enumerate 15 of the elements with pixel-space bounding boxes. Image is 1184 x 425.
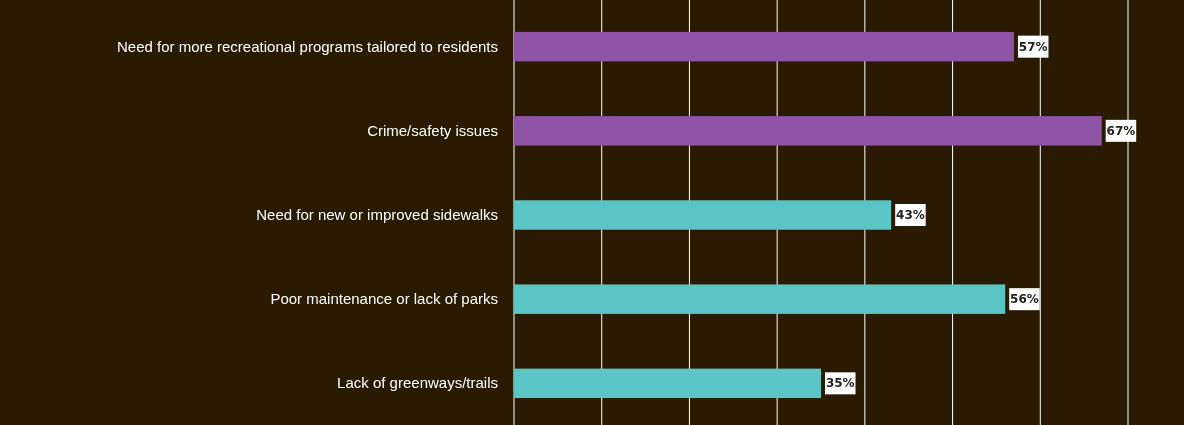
data-label: 57% — [1018, 39, 1048, 54]
data-label: 67% — [1106, 123, 1136, 138]
bar — [514, 284, 1006, 314]
y-tick-label: Poor maintenance or lack of parks — [270, 290, 498, 308]
data-label: 43% — [896, 208, 925, 222]
bar — [514, 368, 821, 399]
y-tick-label: Lack of greenways/trails — [337, 374, 498, 392]
y-tick-label: Need for more recreational programs tailored to residents — [116, 37, 498, 55]
data-label: 35% — [825, 376, 855, 391]
bar — [514, 116, 1102, 146]
bar — [514, 31, 1014, 62]
bar — [514, 200, 892, 230]
y-tick-label: Crime/safety issues — [367, 121, 498, 139]
y-tick-label: Need for new or improved sidewalks — [256, 206, 498, 223]
data-label: 56% — [1010, 292, 1039, 307]
